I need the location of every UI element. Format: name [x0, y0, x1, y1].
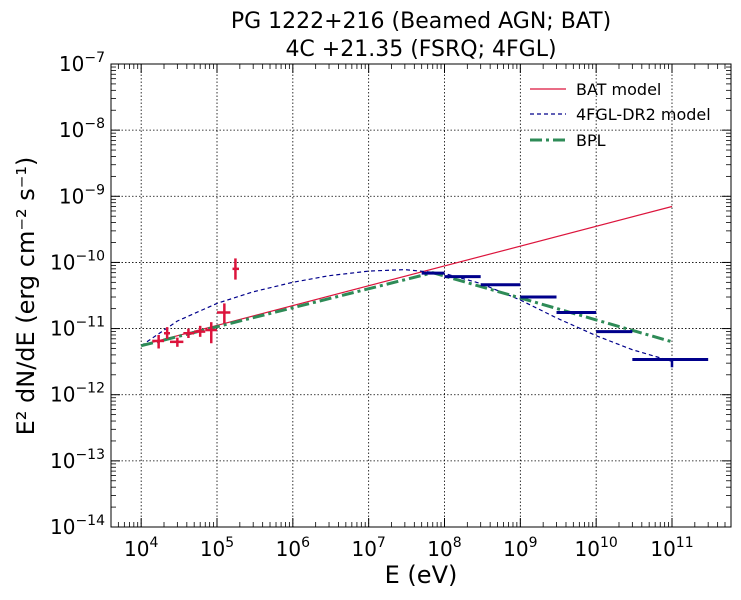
legend-label-4fgl-model: 4FGL-DR2 model	[576, 105, 711, 124]
y-tick-label: 10−11	[50, 315, 105, 341]
x-tick-label: 108	[427, 535, 461, 561]
x-axis-label: E (eV)	[385, 561, 458, 589]
y-tick-label: 10−7	[59, 50, 105, 76]
x-tick-label: 1011	[650, 535, 693, 561]
bat-data-point	[152, 334, 165, 349]
legend-label-bat-model: BAT model	[576, 80, 661, 99]
bat-data-point	[205, 322, 218, 344]
x-tick-label: 107	[351, 535, 385, 561]
tick-labels: 104 105 106 107 108 109 1010 1011 10−14 10−13 10−1…	[50, 50, 694, 561]
bat-data-point	[194, 325, 206, 337]
x-tick-label: 1010	[575, 535, 618, 561]
x-tick-label: 105	[200, 535, 234, 561]
y-tick-label: 10−9	[59, 182, 105, 208]
series-line-4fgl-dr2-model	[140, 269, 673, 362]
x-tick-label: 109	[503, 535, 537, 561]
chart-title-line2: 4C +21.35 (FSRQ; 4FGL)	[285, 37, 556, 62]
legend: BAT model 4FGL-DR2 model BPL	[530, 80, 711, 150]
axis-ticks	[111, 63, 731, 528]
grid-lines	[111, 64, 731, 527]
y-tick-label: 10−12	[50, 381, 105, 407]
y-tick-label: 10−13	[50, 447, 105, 473]
x-tick-label: 104	[124, 535, 158, 561]
y-tick-label: 10−14	[50, 513, 105, 539]
legend-label-bpl: BPL	[576, 131, 606, 150]
y-axis-label: E² dN/dE (erg cm⁻² s⁻¹)	[12, 157, 40, 436]
plot-data	[140, 205, 709, 368]
axes-frame	[110, 63, 732, 528]
y-tick-label: 10−10	[50, 248, 105, 274]
x-tick-label: 106	[276, 535, 310, 561]
bat-data-point	[183, 328, 195, 339]
bat-data-point	[232, 258, 240, 280]
bat-data-point	[164, 327, 171, 339]
fermi-data-point	[632, 358, 709, 368]
bat-data-point	[217, 303, 231, 324]
y-tick-label: 10−8	[59, 116, 105, 142]
series-line-bpl	[140, 271, 673, 348]
series-line-bat-model	[141, 205, 673, 346]
chart-title-line1: PG 1222+216 (Beamed AGN; BAT)	[231, 9, 611, 34]
bat-data-point	[170, 337, 184, 347]
